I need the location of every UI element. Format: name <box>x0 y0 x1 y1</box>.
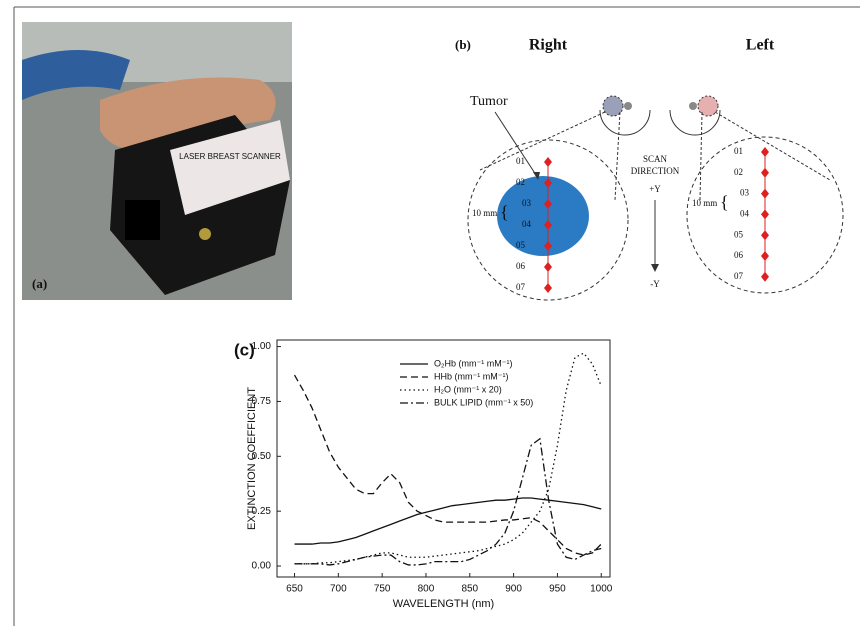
x-tick-label: 900 <box>505 584 522 595</box>
scan-point <box>761 272 769 282</box>
diagram: (b) Right Left Tumor SCAN DIRECTION +Y -… <box>455 37 843 300</box>
point-label: 03 <box>522 198 532 208</box>
series-line <box>295 439 602 565</box>
scan-text: DIRECTION <box>631 166 680 176</box>
panel-label: (a) <box>32 276 47 291</box>
point-label: 05 <box>734 229 744 239</box>
scan-text: SCAN <box>643 154 668 164</box>
point-label: 05 <box>516 240 526 250</box>
x-tick-label: 750 <box>374 584 391 595</box>
figure: LASER BREAST SCANNER (a) (b) Right Left … <box>0 0 860 626</box>
point-label: 06 <box>734 250 744 260</box>
x-tick-label: 650 <box>286 584 303 595</box>
x-tick-label: 950 <box>549 584 566 595</box>
tumor-label: Tumor <box>470 94 508 109</box>
point-label: 07 <box>734 271 744 281</box>
plus-y: +Y <box>649 184 661 194</box>
point-label: 04 <box>740 208 750 218</box>
point-label: 01 <box>734 146 743 156</box>
y-axis-label: EXTINCTION COEFFICIENT <box>246 387 258 530</box>
point-label: 02 <box>734 167 743 177</box>
side-title: Left <box>746 37 775 54</box>
spacing-label: 10 mm <box>692 198 717 208</box>
panel-label: (b) <box>455 37 471 52</box>
point-label: 07 <box>516 282 526 292</box>
x-tick-label: 1000 <box>590 584 613 595</box>
point-label: 06 <box>516 261 526 271</box>
point-label: 02 <box>516 177 525 187</box>
legend-label: O₂Hb (mm⁻¹ mM⁻¹) <box>434 358 512 368</box>
x-tick-label: 800 <box>418 584 435 595</box>
x-axis-label: WAVELENGTH (nm) <box>393 598 494 610</box>
legend-label: HHb (mm⁻¹ mM⁻¹) <box>434 371 508 381</box>
point-label: 03 <box>740 188 750 198</box>
spacing-label: 10 mm <box>472 208 497 218</box>
side-title: Right <box>529 37 568 54</box>
photo: LASER BREAST SCANNER <box>22 22 292 300</box>
x-tick-label: 700 <box>330 584 347 595</box>
legend-label: H₂O (mm⁻¹ x 20) <box>434 384 502 394</box>
brace: { <box>720 192 729 212</box>
legend-label: BULK LIPID (mm⁻¹ x 50) <box>434 397 533 407</box>
y-tick-label: 0.00 <box>252 561 272 572</box>
device-label: LASER BREAST SCANNER <box>179 152 281 161</box>
point-label: 04 <box>522 219 532 229</box>
point-label: 01 <box>516 156 525 166</box>
minus-y: -Y <box>650 279 660 289</box>
scan-point <box>544 283 552 293</box>
y-tick-label: 1.00 <box>252 341 272 352</box>
x-tick-label: 850 <box>461 584 478 595</box>
brace: { <box>500 202 509 222</box>
